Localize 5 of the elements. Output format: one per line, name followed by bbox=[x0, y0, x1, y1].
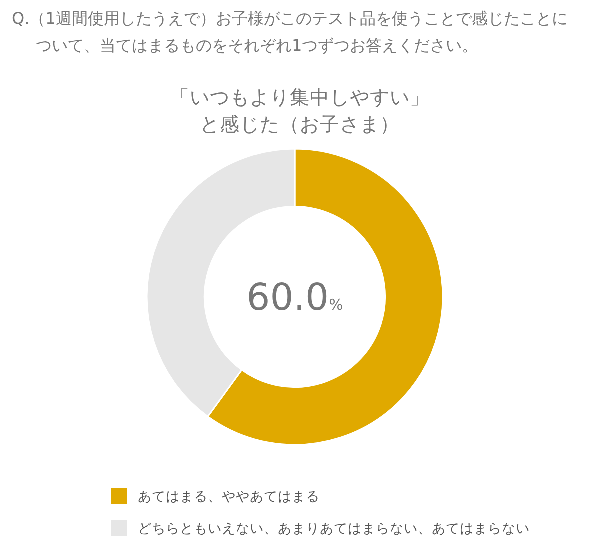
legend-label: どちらともいえない、あまりあてはまらない、あてはまらない bbox=[138, 521, 530, 537]
data-label: 60.0% bbox=[246, 276, 344, 319]
chart-subtitle: 「いつもより集中しやすい」と感じた（お子さま） bbox=[170, 86, 430, 136]
legend-label: あてはまる、ややあてはまる bbox=[138, 489, 320, 505]
chart-title: Q.（1週間使用したうえで）お子様がこのテスト品を使うことで感じたことについて、当てはまるものをそれぞれ1つずつお答えください。 bbox=[12, 9, 568, 55]
